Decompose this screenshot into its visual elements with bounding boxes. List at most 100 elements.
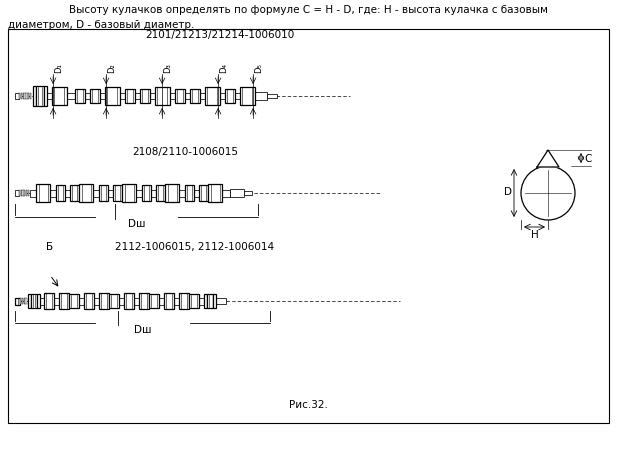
Bar	[255, 93, 267, 101]
Bar	[205, 88, 220, 106]
Bar	[94, 298, 99, 305]
Bar	[199, 298, 204, 305]
Bar	[36, 87, 44, 107]
Bar	[36, 184, 50, 202]
Bar	[199, 186, 208, 202]
Bar	[50, 190, 56, 197]
Bar	[21, 94, 22, 100]
Bar	[23, 299, 25, 304]
Bar	[44, 87, 47, 107]
Text: Dш: Dш	[128, 219, 145, 229]
Bar	[79, 298, 84, 305]
Bar	[125, 90, 135, 104]
Text: D₃: D₃	[164, 63, 173, 73]
Bar	[25, 94, 26, 100]
Bar	[189, 295, 199, 308]
Bar	[21, 191, 22, 196]
Bar	[89, 90, 99, 104]
Text: Рис.32.: Рис.32.	[289, 399, 328, 409]
Bar	[179, 190, 185, 197]
Text: D₅: D₅	[255, 63, 263, 73]
Bar	[69, 295, 79, 308]
Text: D₄: D₄	[220, 63, 229, 73]
Bar	[149, 295, 159, 308]
Bar	[26, 94, 28, 100]
Bar	[93, 190, 99, 197]
Bar	[52, 88, 67, 106]
Text: C: C	[584, 154, 591, 164]
Bar	[135, 298, 139, 305]
Text: 2108/2110-1006015: 2108/2110-1006015	[132, 147, 238, 156]
Bar	[19, 94, 20, 100]
Bar	[108, 190, 113, 197]
Bar	[136, 190, 142, 197]
Text: D: D	[504, 187, 512, 197]
Bar	[15, 298, 20, 305]
Text: 2112-1006015, 2112-1006014: 2112-1006015, 2112-1006014	[115, 241, 275, 252]
Bar	[24, 191, 25, 196]
Text: D₂: D₂	[107, 63, 117, 73]
Bar	[244, 191, 252, 196]
Bar	[156, 186, 165, 202]
Bar	[189, 90, 200, 104]
Text: Dш: Dш	[134, 324, 151, 334]
Bar	[67, 94, 75, 100]
Text: D₁: D₁	[54, 63, 64, 73]
Bar	[22, 299, 23, 304]
Bar	[216, 299, 226, 304]
Bar	[234, 94, 239, 100]
Text: Б: Б	[46, 241, 54, 252]
Text: Высоту кулачков определять по формуле C = H - D, где: H - высота кулачка с базов: Высоту кулачков определять по формуле C …	[68, 5, 547, 15]
Text: H: H	[531, 230, 539, 239]
Bar	[135, 94, 139, 100]
Bar	[139, 90, 149, 104]
Bar	[31, 295, 37, 308]
Bar	[174, 298, 179, 305]
Bar	[65, 190, 70, 197]
Bar	[149, 94, 155, 100]
Bar	[165, 184, 179, 202]
Bar	[164, 293, 174, 309]
Text: диаметром, D - базовый диаметр.: диаметром, D - базовый диаметр.	[8, 20, 194, 30]
Bar	[222, 190, 230, 197]
Bar	[23, 94, 24, 100]
Bar	[15, 191, 19, 197]
Bar	[225, 90, 234, 104]
Bar	[28, 295, 31, 308]
Bar	[220, 94, 225, 100]
Bar	[99, 94, 105, 100]
Bar	[122, 184, 136, 202]
Polygon shape	[537, 151, 559, 168]
Bar	[79, 184, 93, 202]
Bar	[8, 30, 609, 423]
Bar	[184, 94, 189, 100]
Bar	[207, 295, 213, 308]
Bar	[59, 293, 69, 309]
Bar	[119, 298, 124, 305]
Bar	[40, 298, 44, 305]
Bar	[99, 293, 109, 309]
Bar	[44, 293, 54, 309]
Bar	[159, 298, 164, 305]
Bar	[33, 87, 36, 107]
Bar	[170, 94, 175, 100]
Bar	[194, 190, 199, 197]
Bar	[19, 191, 20, 196]
Bar	[70, 186, 79, 202]
Bar	[124, 293, 135, 309]
Bar	[84, 293, 94, 309]
Bar	[151, 190, 156, 197]
Text: 2101/21213/21214-1006010: 2101/21213/21214-1006010	[146, 30, 295, 40]
Bar	[267, 95, 276, 99]
Bar	[204, 295, 207, 308]
Bar	[20, 299, 22, 304]
Bar	[30, 94, 31, 100]
Bar	[109, 295, 119, 308]
Bar	[99, 186, 108, 202]
Bar	[105, 88, 120, 106]
Bar	[139, 293, 149, 309]
Bar	[54, 298, 59, 305]
Bar	[56, 186, 65, 202]
Bar	[25, 299, 27, 304]
Bar	[185, 186, 194, 202]
